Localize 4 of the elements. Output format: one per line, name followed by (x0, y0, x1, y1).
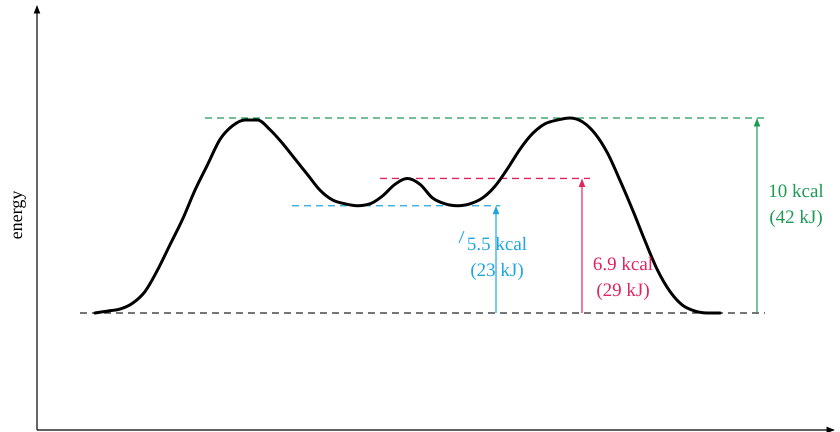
y-axis-title: energy (6, 190, 26, 240)
annotation: 6.9 kcal (29 kJ) (592, 254, 654, 301)
annotation: 5.5 kcal (23 kJ) (466, 234, 528, 281)
text: 10 kcal (42 kJ) (768, 181, 824, 228)
